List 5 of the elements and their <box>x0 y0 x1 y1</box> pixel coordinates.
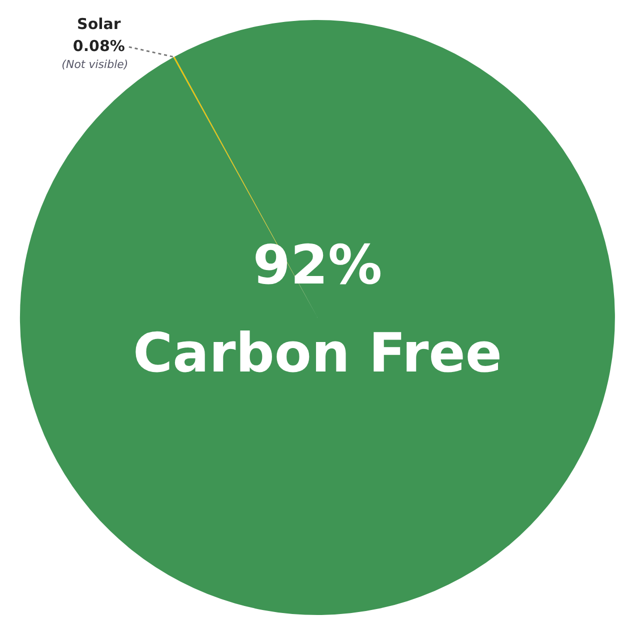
text: (Not visible) <box>62 58 128 71</box>
text: Carbon Free <box>132 322 502 385</box>
text: 92% <box>252 234 382 297</box>
slice-label: Solar <box>77 14 122 33</box>
data-label: 0.08% <box>72 36 125 55</box>
